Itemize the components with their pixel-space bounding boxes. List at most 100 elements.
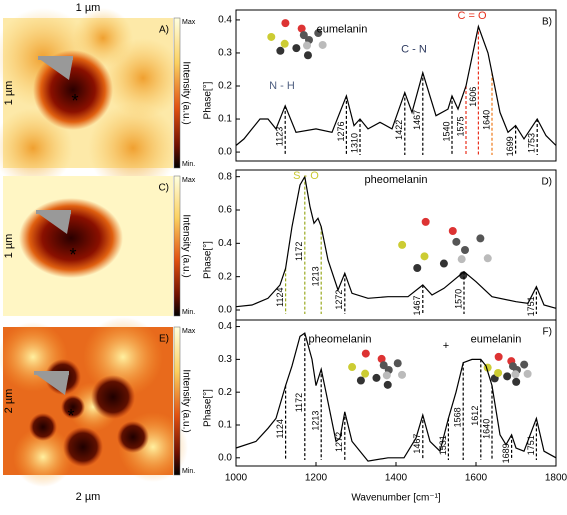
atom [494, 368, 503, 377]
x-tick-label: 1400 [385, 473, 408, 484]
atom [393, 359, 402, 368]
scale-label: 1 µm [3, 234, 15, 259]
colorbar-label: Intensity (a.u.) [180, 61, 191, 124]
peak-label: 1640 [481, 110, 491, 130]
peak-label: 1531 [438, 435, 448, 455]
peak-label: 1213 [311, 266, 321, 286]
peak-label: 1272 [334, 432, 344, 452]
atom [382, 371, 391, 380]
annotation: pheomelanin [365, 174, 428, 186]
atom [318, 40, 327, 49]
atom [503, 372, 512, 381]
probe-arrow [36, 212, 71, 234]
molecule-icon [267, 19, 327, 60]
colorbar-max: Max [182, 177, 196, 184]
y-tick-label: 0.4 [218, 238, 232, 249]
atom [292, 44, 301, 53]
atom [520, 360, 529, 369]
peak-label: 1689 [501, 443, 511, 463]
heatmap-dark [61, 395, 85, 419]
molecule-icon [398, 217, 492, 280]
panel-label: E) [159, 334, 169, 345]
peak-label: 1310 [349, 133, 359, 153]
atom [512, 377, 521, 386]
annotation: C = O [457, 10, 486, 22]
peak-label: 1172 [294, 393, 304, 412]
y-tick-label: 0.0 [218, 452, 232, 463]
molecule-icon [483, 352, 532, 386]
atom [448, 226, 457, 235]
colorbar-max: Max [182, 328, 196, 335]
y-tick-label: 0.0 [218, 305, 232, 316]
atom [439, 259, 448, 268]
heatmap-dark [91, 375, 135, 419]
atom [421, 217, 430, 226]
peak-label: 1467 [412, 295, 422, 315]
x-tick-label: 1800 [545, 473, 567, 484]
spectrum-line [235, 24, 557, 146]
atom [476, 234, 485, 243]
y-tick-label: 0.0 [218, 147, 232, 158]
annotation: C - N [401, 44, 427, 56]
colorbar [173, 17, 181, 169]
atom [372, 373, 381, 382]
y-tick-label: 0.3 [218, 48, 232, 59]
x-axis-label: Wavenumber [cm⁻¹] [351, 493, 441, 504]
atom [452, 237, 461, 246]
atom [299, 31, 308, 40]
peak-label: 1467 [412, 434, 422, 454]
atom [523, 369, 532, 378]
y-tick-label: 0.4 [218, 321, 232, 332]
annotation: + [443, 340, 449, 352]
panel-label: B) [542, 17, 552, 28]
spectrum-line [235, 174, 557, 309]
atom [483, 254, 492, 263]
atom [267, 32, 276, 41]
probe-arrow [38, 58, 73, 80]
heatmap-spot [33, 50, 113, 130]
heatmap-light [13, 427, 73, 487]
y-tick-label: 0.2 [218, 271, 232, 282]
heatmap-light [83, 317, 163, 397]
peak-label: 1467 [412, 110, 422, 130]
atom [303, 51, 312, 60]
scale-label: 2 µm [3, 389, 15, 414]
y-tick-label: 0.2 [218, 387, 232, 398]
peak-label: 1699 [505, 136, 515, 156]
y-tick-label: 0.3 [218, 354, 232, 365]
atom [280, 39, 289, 48]
panel-label: A) [159, 25, 169, 36]
scale-label: 1 µm [3, 81, 15, 106]
probe-arrow [34, 373, 69, 395]
scale-label: 2 µm [76, 491, 101, 503]
atom [356, 376, 365, 385]
marker: * [71, 91, 78, 111]
x-tick-label: 1600 [465, 473, 488, 484]
peak-label: 1575 [455, 116, 465, 136]
panel-label: C) [158, 183, 169, 194]
annotation: pheomelanin [309, 334, 372, 346]
atom [461, 246, 469, 254]
atom [379, 361, 388, 370]
panel-label: F) [543, 327, 552, 338]
y-tick-label: 0.6 [218, 205, 232, 216]
y-tick-label: 0.4 [218, 15, 232, 26]
peak-label: 1751 [526, 435, 536, 455]
colorbar-max: Max [182, 19, 196, 26]
peak-label: 1276 [336, 121, 346, 141]
atom [297, 24, 306, 33]
colorbar-label: Intensity (a.u.) [180, 214, 191, 277]
atom [420, 252, 429, 261]
atom [511, 370, 520, 379]
panel-label: D) [541, 177, 552, 188]
y-tick-label: 0.8 [218, 171, 232, 182]
annotation: eumelanin [471, 334, 522, 346]
peak-label: 1568 [453, 407, 463, 427]
y-tick-label: 0.1 [218, 114, 232, 125]
atom [398, 370, 407, 379]
peak-label: 1422 [394, 120, 404, 140]
colorbar [173, 175, 181, 317]
colorbar-min: Min. [182, 161, 195, 168]
peak-label: 1612 [470, 406, 480, 426]
